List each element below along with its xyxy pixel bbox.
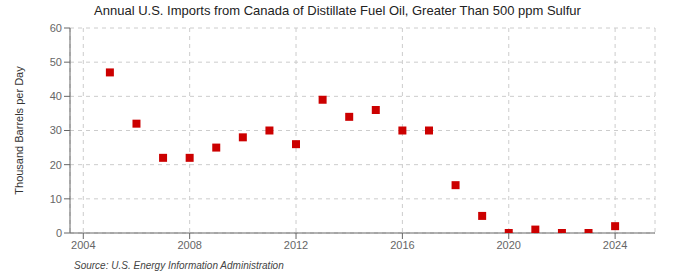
svg-text:2020: 2020 xyxy=(497,239,521,251)
html-text:Annual U.S. Imports from Canad: Annual U.S. Imports from Canada of Disti… xyxy=(94,3,581,18)
svg-text:10: 10 xyxy=(50,193,62,205)
svg-text:Thousand Barrels per Day: Thousand Barrels per Day xyxy=(13,66,25,195)
svg-text:60: 60 xyxy=(50,22,62,34)
svg-text:2008: 2008 xyxy=(177,239,201,251)
html-text:Source: U.S. Energy Informatio: Source: U.S. Energy Information Administ… xyxy=(74,260,284,271)
svg-text:0: 0 xyxy=(56,227,62,239)
svg-text:2004: 2004 xyxy=(71,239,95,251)
svg-text:2012: 2012 xyxy=(284,239,308,251)
svg-text:30: 30 xyxy=(50,124,62,136)
svg-text:20: 20 xyxy=(50,159,62,171)
svg-text:50: 50 xyxy=(50,56,62,68)
svg-text:2024: 2024 xyxy=(603,239,627,251)
svg-text:40: 40 xyxy=(50,90,62,102)
svg-text:2016: 2016 xyxy=(390,239,414,251)
